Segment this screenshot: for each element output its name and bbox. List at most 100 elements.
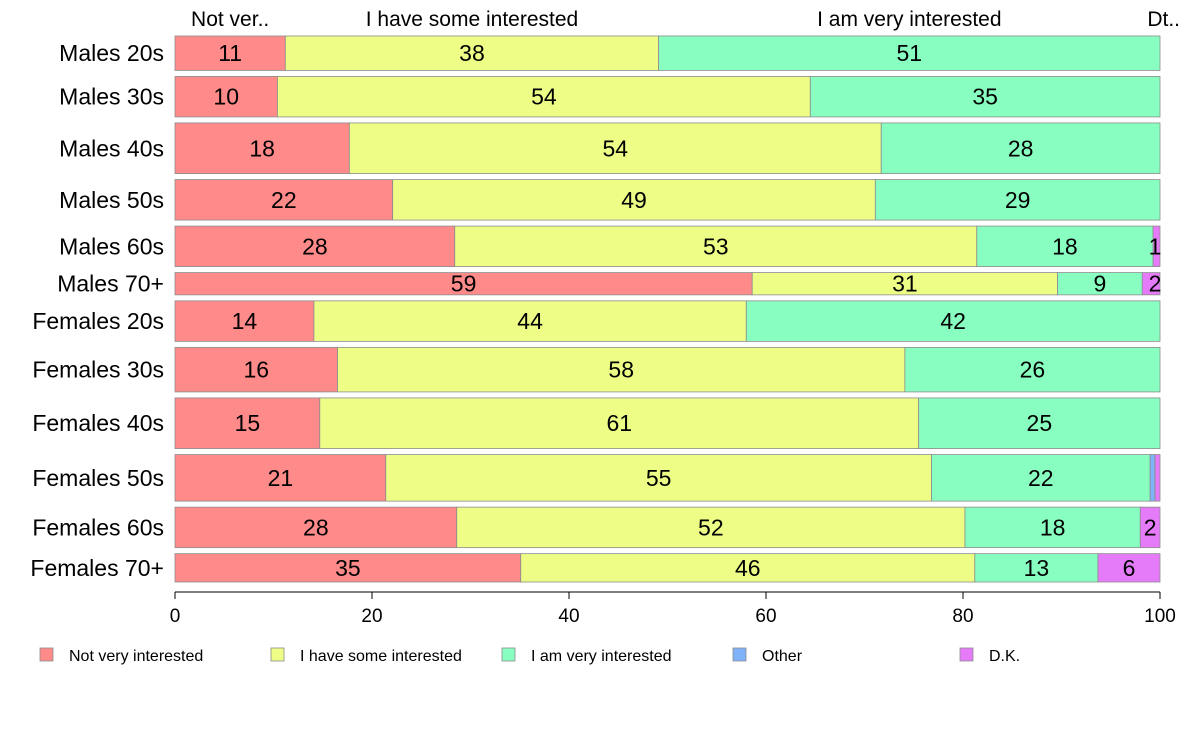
data-label: 61 bbox=[606, 410, 632, 436]
bar-row: 15 61 25 bbox=[174, 397, 1161, 449]
bar-segment bbox=[313, 300, 747, 342]
data-label: 22 bbox=[1028, 465, 1054, 491]
top-category-label: Dt.. bbox=[1147, 8, 1180, 31]
legend-item: Other bbox=[732, 647, 803, 665]
data-label: 53 bbox=[703, 233, 729, 259]
bar-segment bbox=[385, 454, 932, 502]
bar-segment bbox=[174, 35, 286, 71]
bar-segment bbox=[974, 553, 1099, 583]
data-label: 51 bbox=[897, 40, 923, 66]
legend-label: Other bbox=[762, 648, 803, 665]
y-tick-label: Females 20s bbox=[32, 308, 164, 334]
y-tick-label: Females 30s bbox=[32, 357, 164, 383]
data-label: 52 bbox=[698, 514, 724, 540]
bar-segment bbox=[918, 397, 1161, 449]
x-axis: 0 20 40 60 80 100 bbox=[170, 591, 1176, 627]
legend-item: I have some interested bbox=[270, 647, 462, 665]
bar-segment bbox=[874, 179, 1161, 221]
bar-segment bbox=[319, 397, 920, 449]
bar-segment bbox=[174, 300, 315, 342]
bar-segment bbox=[964, 506, 1141, 549]
data-label: 26 bbox=[1020, 357, 1046, 383]
top-category-labels: Not ver.. I have some interested I am very… bbox=[191, 8, 1180, 31]
data-label: 16 bbox=[243, 357, 269, 383]
y-tick-label: Males 20s bbox=[59, 40, 164, 66]
x-tick-label: 100 bbox=[1144, 606, 1176, 627]
y-axis-labels: Males 20s Males 30s Males 40s Males 50s Male… bbox=[30, 40, 164, 581]
x-tick-label: 40 bbox=[558, 606, 579, 627]
data-label: 28 bbox=[302, 233, 328, 259]
data-label: 2 bbox=[1149, 271, 1162, 297]
data-label: 31 bbox=[892, 271, 918, 297]
bar-segment bbox=[809, 76, 1161, 118]
bar-segment bbox=[454, 225, 978, 267]
data-label: 58 bbox=[608, 357, 634, 383]
bar-segment bbox=[174, 506, 458, 549]
data-label: 55 bbox=[646, 465, 672, 491]
data-label: 49 bbox=[621, 187, 647, 213]
bar-segment bbox=[931, 454, 1151, 502]
data-label: 14 bbox=[232, 308, 258, 334]
y-tick-label: Males 30s bbox=[59, 84, 164, 110]
legend-label: I have some interested bbox=[300, 648, 462, 665]
bar-segment bbox=[1154, 454, 1161, 502]
bar-segment bbox=[284, 35, 660, 71]
top-category-label: I have some interested bbox=[366, 8, 578, 31]
data-label: 54 bbox=[602, 135, 628, 161]
legend: Not very interested I have some intereste… bbox=[39, 647, 1020, 665]
top-category-label: I am very interested bbox=[817, 8, 1001, 31]
bar-segment bbox=[337, 346, 906, 393]
bar-segment bbox=[1149, 454, 1156, 502]
bar-segment bbox=[174, 553, 522, 583]
data-label: 22 bbox=[271, 187, 297, 213]
data-label: 1 bbox=[1149, 233, 1162, 259]
bar-row: 11 38 51 bbox=[174, 35, 1161, 71]
x-tick-label: 80 bbox=[952, 606, 973, 627]
data-label: 44 bbox=[517, 308, 543, 334]
data-label: 35 bbox=[972, 84, 998, 110]
y-tick-label: Females 50s bbox=[32, 465, 164, 491]
bar-segment bbox=[1097, 553, 1161, 583]
data-label: 9 bbox=[1094, 271, 1107, 297]
data-label: 2 bbox=[1144, 514, 1157, 540]
x-tick-label: 20 bbox=[361, 606, 382, 627]
bar-row: 59 31 9 2 bbox=[174, 271, 1162, 297]
legend-label: I am very interested bbox=[531, 648, 672, 665]
top-category-label: Not ver.. bbox=[191, 8, 269, 31]
bar-row: 35 46 13 6 bbox=[174, 553, 1161, 583]
bar-row: 22 49 29 bbox=[174, 179, 1161, 221]
data-label: 6 bbox=[1123, 555, 1136, 581]
y-tick-label: Females 40s bbox=[32, 410, 164, 436]
y-tick-label: Females 60s bbox=[32, 514, 164, 540]
y-tick-label: Females 70+ bbox=[30, 555, 164, 581]
bar-segment bbox=[880, 122, 1161, 174]
legend-item: D.K. bbox=[959, 647, 1020, 665]
bar-segment bbox=[174, 346, 338, 393]
bar-row: 14 44 42 bbox=[174, 300, 1161, 342]
data-label: 18 bbox=[1052, 233, 1078, 259]
legend-label: D.K. bbox=[989, 648, 1020, 665]
data-label: 10 bbox=[213, 84, 239, 110]
bar-segment bbox=[520, 553, 976, 583]
bar-segment bbox=[1139, 506, 1161, 549]
data-label: 21 bbox=[268, 465, 294, 491]
legend-swatch bbox=[39, 647, 54, 662]
legend-swatch bbox=[959, 647, 974, 662]
bar-segment bbox=[658, 35, 1161, 71]
bar-segment bbox=[174, 225, 456, 267]
y-tick-label: Males 70+ bbox=[57, 271, 164, 297]
bar-segment bbox=[174, 454, 387, 502]
data-label: 25 bbox=[1027, 410, 1053, 436]
data-label: 54 bbox=[531, 84, 557, 110]
bar-row: 28 52 18 2 bbox=[174, 506, 1161, 549]
data-label: 35 bbox=[335, 555, 361, 581]
y-tick-label: Males 60s bbox=[59, 233, 164, 259]
y-tick-label: Males 40s bbox=[59, 135, 164, 161]
bar-segment bbox=[904, 346, 1161, 393]
legend-swatch bbox=[270, 647, 285, 662]
data-label: 42 bbox=[940, 308, 966, 334]
legend-label: Not very interested bbox=[69, 648, 203, 665]
bar-row: 16 58 26 bbox=[174, 346, 1161, 393]
